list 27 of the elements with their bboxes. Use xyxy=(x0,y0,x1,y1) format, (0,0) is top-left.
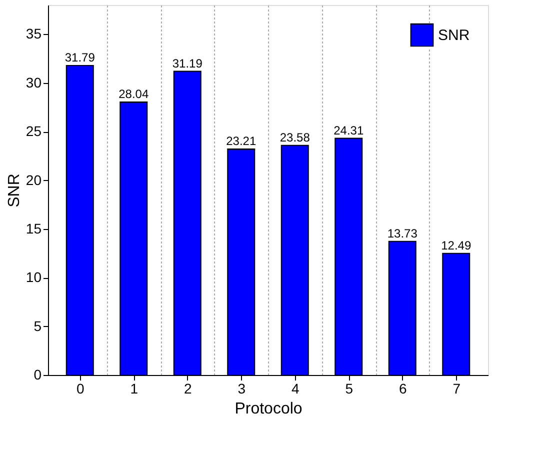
y-tick-label: 5 xyxy=(34,318,42,334)
legend-label: SNR xyxy=(438,27,470,44)
y-tick-label: 35 xyxy=(26,26,42,42)
data-label: 31.79 xyxy=(64,50,96,64)
y-axis-title: SNR xyxy=(6,174,23,208)
y-tick-label: 20 xyxy=(26,172,42,188)
x-tick-label: 3 xyxy=(238,380,246,396)
data-label: 12.49 xyxy=(441,238,472,252)
data-label: 31.19 xyxy=(172,56,203,70)
data-label: 23.58 xyxy=(280,130,310,144)
y-tick-label: 0 xyxy=(34,366,42,382)
y-tick-label: 25 xyxy=(26,123,42,140)
x-tick-label: 1 xyxy=(130,380,138,396)
x-tick-label: 2 xyxy=(184,380,192,396)
data-label: 13.73 xyxy=(387,226,418,240)
x-tick-label: 7 xyxy=(452,380,461,396)
x-tick-label: 4 xyxy=(291,380,300,396)
y-tick-label: 30 xyxy=(26,74,42,90)
y-tick-label: 10 xyxy=(26,269,42,286)
data-label: 24.31 xyxy=(334,123,364,138)
y-tick-label: 15 xyxy=(26,220,42,236)
data-label: 28.04 xyxy=(118,86,149,101)
x-tick-label: 0 xyxy=(76,380,84,396)
x-tick-label: 5 xyxy=(345,380,354,396)
x-axis-title: Protocolo xyxy=(234,400,302,418)
data-label: 23.21 xyxy=(226,134,256,148)
x-tick-label: 6 xyxy=(398,380,407,396)
